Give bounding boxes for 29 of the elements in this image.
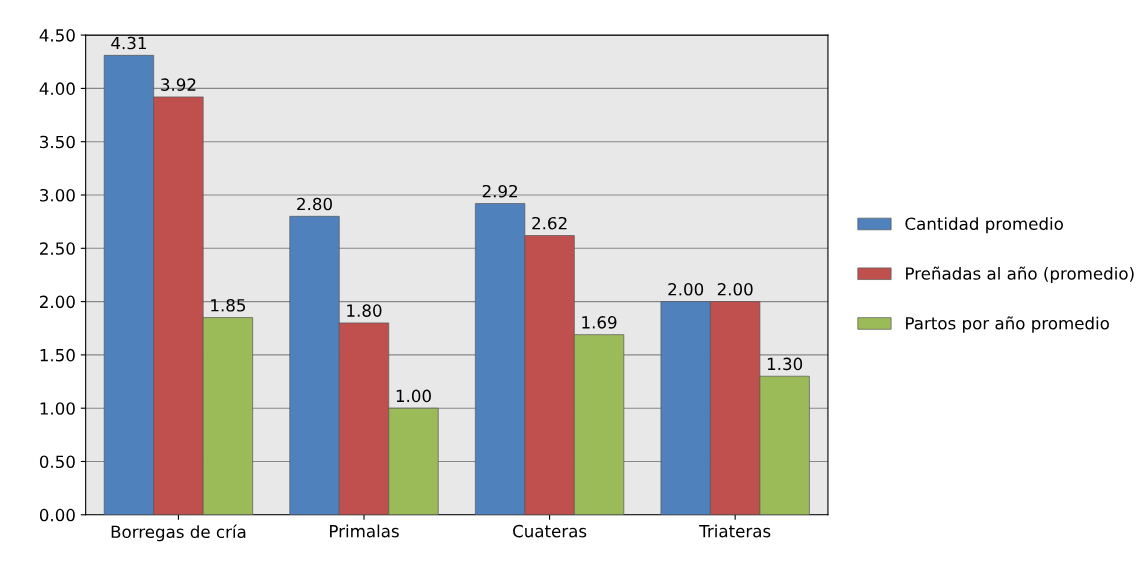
y-tick-label: 4.50 <box>39 29 75 42</box>
y-tick-label: 2.00 <box>40 295 75 309</box>
data-label: 2.92 <box>482 184 517 198</box>
data-label: 2.62 <box>532 216 567 230</box>
x-tick-label: Triateras <box>699 524 771 538</box>
x-tick-label: Borregas de cría <box>111 524 246 542</box>
x-tick-label: Primalas <box>330 524 399 538</box>
y-tick-label: 0.00 <box>39 508 75 522</box>
data-label: 1.80 <box>347 304 382 317</box>
data-label: 2.00 <box>717 282 753 296</box>
data-label: 1.00 <box>396 389 431 403</box>
x-tick-label: Cuateras <box>513 524 587 538</box>
data-label: 1.30 <box>767 357 803 371</box>
legend-label: Partos por año promedio <box>906 316 1109 333</box>
data-label: 2.00 <box>668 282 704 296</box>
legend-label: Cantidad promedio <box>905 217 1063 234</box>
data-label: 1.85 <box>211 298 246 312</box>
y-tick-label: 1.00 <box>40 402 75 415</box>
y-tick-label: 3.50 <box>40 135 75 149</box>
y-tick-label: 0.50 <box>39 455 75 469</box>
y-tick-label: 3.00 <box>40 188 75 202</box>
y-tick-label: 4.00 <box>39 82 75 95</box>
data-label: 2.80 <box>297 197 332 211</box>
y-tick-label: 2.50 <box>40 242 75 255</box>
data-label: 4.31 <box>111 36 146 50</box>
legend-label: Preñadas al año (promedio) <box>906 266 1134 284</box>
data-label: 3.92 <box>161 78 196 91</box>
y-tick-label: 1.50 <box>40 348 75 362</box>
data-label: 1.69 <box>582 316 617 329</box>
